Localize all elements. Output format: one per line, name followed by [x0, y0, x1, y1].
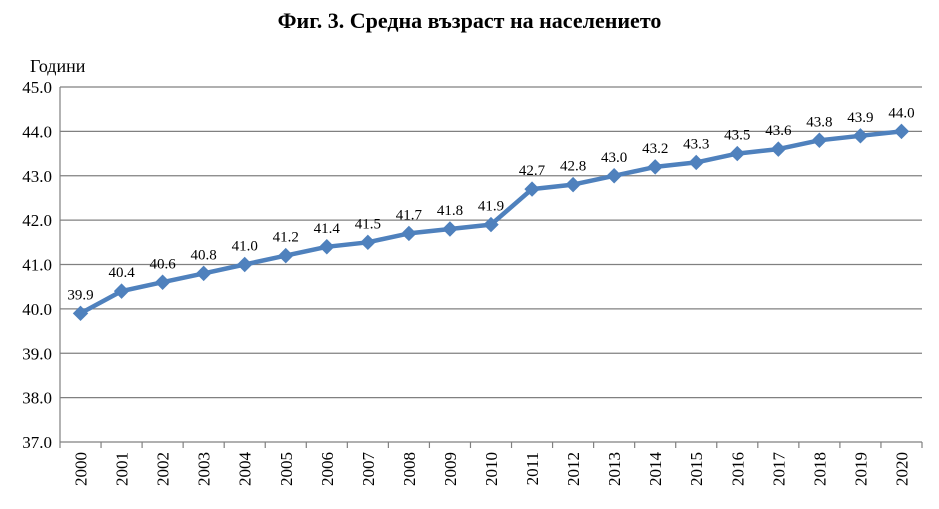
- y-tick-label: 44.0: [22, 122, 52, 141]
- data-label: 41.7: [396, 207, 423, 223]
- data-point-marker: [729, 145, 745, 162]
- x-tick-labels: 2000 2001 2002 2003 2004 2005 2006 2007 2008 2009…: [72, 452, 912, 487]
- x-tick-label: 2013: [605, 452, 624, 486]
- data-label: 44.0: [888, 105, 914, 121]
- data-point-marker: [811, 132, 828, 148]
- data-point-marker: [360, 234, 376, 251]
- y-tick-label: 43.0: [22, 167, 52, 186]
- data-label: 43.3: [683, 136, 709, 152]
- x-tick-label: 2008: [400, 452, 419, 486]
- x-tick-label: 2010: [482, 452, 501, 486]
- data-label: 41.5: [355, 216, 381, 232]
- data-label: 39.9: [67, 287, 93, 303]
- x-tick-label: 2014: [646, 452, 665, 487]
- data-point-marker: [278, 247, 294, 264]
- data-label: 40.8: [191, 247, 217, 263]
- y-tick-label: 40.0: [22, 300, 52, 319]
- data-point-marker: [524, 181, 540, 197]
- data-label: 41.0: [232, 239, 258, 255]
- data-label: 41.4: [314, 221, 341, 237]
- y-tick-label: 37.0: [22, 433, 52, 452]
- data-point-marker: [688, 154, 704, 171]
- x-tick-label: 2005: [277, 452, 296, 486]
- data-point-marker: [893, 123, 910, 140]
- data-label: 43.5: [724, 128, 750, 144]
- x-tick-label: 2002: [154, 452, 173, 486]
- data-point-marker: [442, 221, 458, 237]
- x-tick-label: 2009: [441, 452, 460, 486]
- x-tick-label: 2019: [851, 452, 870, 486]
- data-label: 43.2: [642, 141, 668, 157]
- data-point-marker: [154, 274, 171, 290]
- chart-title: Фиг. 3. Средна възраст на населението: [277, 8, 662, 33]
- data-point-marker: [319, 239, 335, 255]
- x-tick-label: 2011: [523, 452, 542, 485]
- data-point-marker: [770, 141, 787, 157]
- data-point-marker: [401, 225, 417, 242]
- y-tick-label: 38.0: [22, 389, 52, 408]
- data-point-marker: [606, 168, 622, 184]
- data-label: 43.6: [765, 123, 792, 139]
- data-label: 41.8: [437, 203, 463, 219]
- data-label: 41.9: [478, 199, 504, 215]
- data-point-marker: [195, 265, 212, 282]
- x-tick-label: 2018: [810, 452, 829, 486]
- x-tick-label: 2006: [318, 452, 337, 486]
- x-tick-label: 2000: [72, 452, 91, 486]
- x-tick-label: 2004: [236, 452, 255, 487]
- data-labels: 39.9 40.4 40.6 40.8 41.0 41.2 41.4 41.5 41.7 41.8…: [67, 105, 914, 303]
- data-label: 43.9: [847, 110, 873, 126]
- data-label: 42.8: [560, 159, 586, 175]
- x-tick-label: 2015: [687, 452, 706, 486]
- y-tick-label: 45.0: [22, 78, 52, 97]
- data-point-marker: [565, 176, 581, 193]
- data-label: 40.6: [149, 256, 176, 272]
- data-point-marker: [647, 159, 663, 175]
- data-label: 42.7: [519, 163, 546, 179]
- data-label: 40.4: [108, 265, 135, 281]
- x-tick-label: 2020: [892, 452, 911, 486]
- data-label: 43.8: [806, 114, 832, 130]
- data-point-marker: [237, 256, 253, 273]
- data-point-marker: [483, 216, 499, 233]
- data-label: 43.0: [601, 150, 627, 166]
- data-label: 41.2: [273, 230, 299, 246]
- data-point-marker: [852, 128, 869, 144]
- data-point-marker: [113, 283, 130, 299]
- y-tick-label: 42.0: [22, 211, 52, 230]
- x-tick-label: 2012: [564, 452, 583, 486]
- y-tick-label: 41.0: [22, 256, 52, 275]
- x-tick-label: 2007: [359, 452, 378, 487]
- x-tick-label: 2003: [195, 452, 214, 486]
- x-tick-label: 2001: [113, 452, 132, 486]
- gridlines: [60, 86, 922, 399]
- y-tick-labels: 37.0 38.0 39.0 40.0 41.0 42.0 43.0 44.0 45.0: [22, 78, 52, 452]
- y-axis-label: Години: [30, 56, 86, 76]
- data-point-marker: [72, 305, 89, 322]
- x-tick-label: 2016: [728, 452, 747, 486]
- axes: [59, 87, 923, 448]
- y-tick-label: 39.0: [22, 344, 52, 363]
- x-tick-label: 2017: [769, 452, 788, 487]
- series-average-age: [72, 123, 910, 322]
